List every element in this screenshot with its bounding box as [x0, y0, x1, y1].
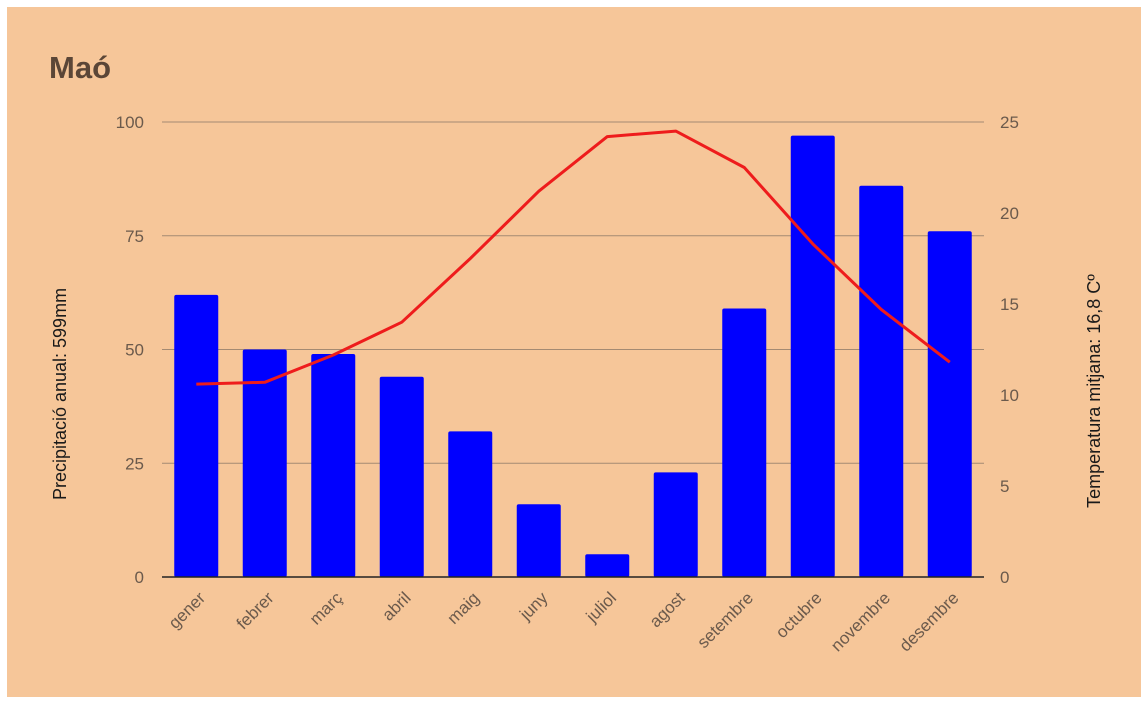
temperature-line-series: [196, 129, 951, 386]
bar-setembre: [722, 308, 767, 577]
y-tick-left: 75: [125, 227, 144, 246]
bar-series: [174, 135, 972, 577]
bar-octubre: [790, 135, 835, 577]
y-tick-right: 15: [1000, 295, 1019, 314]
y-tick-left: 50: [125, 341, 144, 360]
bar-novembre: [859, 185, 904, 577]
y-tick-right: 0: [1000, 568, 1009, 587]
bar-agost: [653, 472, 698, 577]
y-tick-right: 10: [1000, 386, 1019, 405]
x-tick-label: juny: [515, 588, 552, 625]
temperature-line: [196, 129, 951, 386]
bar-maig: [448, 431, 493, 577]
x-tick-label: febrer: [233, 588, 278, 633]
bar-desembre: [927, 231, 972, 577]
y-tick-left: 100: [116, 113, 144, 132]
bar-març: [311, 354, 356, 577]
y-tick-left: 0: [135, 568, 144, 587]
x-tick-label: octubre: [772, 588, 826, 642]
x-tick-label: gener: [165, 588, 209, 632]
bar-juliol: [585, 554, 630, 577]
bar-juny: [516, 504, 561, 577]
x-tick-label: agost: [646, 588, 689, 631]
x-tick-label: juliol: [582, 588, 620, 626]
bar-febrer: [242, 349, 287, 577]
y-axis-right-title: Temperatura mitjana: 16,8 Cº: [1084, 274, 1104, 508]
x-tick-label: abril: [378, 588, 414, 624]
y-tick-left: 25: [125, 454, 144, 473]
x-tick-label: desembre: [896, 588, 963, 655]
y-axis-left-title: Precipitació anual: 599mm: [50, 288, 70, 500]
y-tick-right: 20: [1000, 204, 1019, 223]
bar-gener: [174, 294, 219, 577]
gridlines: [162, 121, 984, 464]
x-tick-label: març: [306, 588, 347, 629]
x-tick-label: maig: [444, 588, 483, 627]
x-tick-label: novembre: [827, 588, 894, 655]
chart-title: Maó: [49, 50, 111, 85]
x-tick-label: setembre: [694, 588, 758, 652]
y-tick-right: 5: [1000, 477, 1009, 496]
y-tick-right: 25: [1000, 113, 1019, 132]
bar-abril: [379, 376, 424, 577]
